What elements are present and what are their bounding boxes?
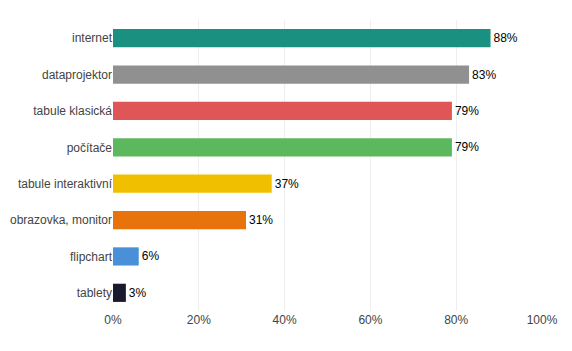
svg-text:6%: 6% [142,249,160,263]
svg-text:31%: 31% [249,213,273,227]
svg-text:60%: 60% [358,313,382,327]
svg-text:0%: 0% [104,313,122,327]
svg-text:obrazovka, monitor: obrazovka, monitor [10,213,112,227]
svg-text:80%: 80% [444,313,468,327]
svg-text:20%: 20% [187,313,211,327]
svg-text:40%: 40% [273,313,297,327]
svg-text:79%: 79% [455,140,479,154]
svg-text:internet: internet [72,31,113,45]
svg-text:tabule interaktivní: tabule interaktivní [18,177,113,191]
svg-text:flipchart: flipchart [70,250,113,264]
svg-text:79%: 79% [455,104,479,118]
svg-text:88%: 88% [494,31,518,45]
svg-text:tabule klasická: tabule klasická [33,104,112,118]
svg-text:dataprojektor: dataprojektor [42,68,112,82]
svg-text:počítače: počítače [67,141,113,155]
svg-text:tablety: tablety [77,286,112,300]
svg-text:3%: 3% [129,286,147,300]
svg-text:100%: 100% [527,313,558,327]
svg-text:83%: 83% [472,68,496,82]
svg-text:37%: 37% [275,177,299,191]
